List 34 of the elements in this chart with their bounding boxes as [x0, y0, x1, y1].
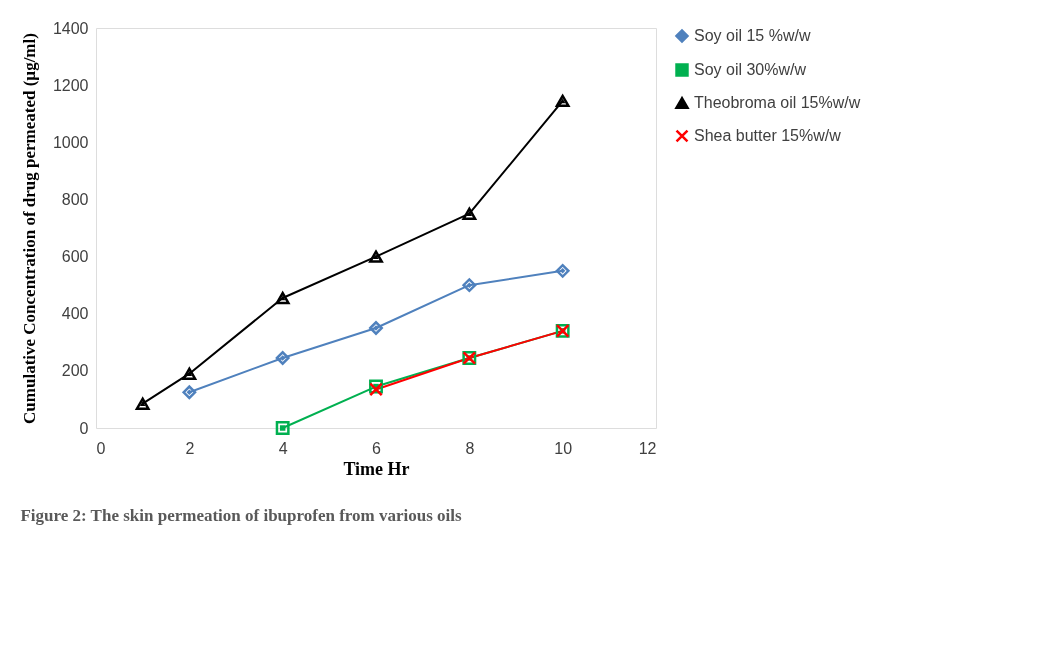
y-tick-label: 1400 — [52, 19, 89, 37]
legend-label: Soy oil 30%w/w — [694, 61, 807, 78]
point — [462, 207, 477, 220]
x-tick-label: 2 — [185, 439, 195, 457]
y-tick-label: 800 — [61, 190, 89, 208]
point — [369, 250, 383, 263]
x-tick-label: 0 — [96, 439, 106, 457]
point — [135, 397, 150, 410]
caption: Figure 2: The skin permeation of ibuprofen from various oils — [20, 506, 463, 525]
y-tick-label: 400 — [61, 305, 89, 323]
point — [182, 385, 197, 400]
legend-label: Theobroma oil 15%w/w — [694, 94, 861, 111]
x-tick-label: 12 — [638, 439, 657, 457]
point — [555, 263, 570, 278]
point — [555, 94, 570, 108]
x-tick-label: 10 — [554, 439, 573, 457]
point — [182, 367, 197, 380]
legend-label: Soy oil 15 %w/w — [694, 27, 811, 44]
x-tick-label: 4 — [278, 439, 288, 457]
x-axis-title: Time Hr — [343, 458, 410, 479]
x-tick-label: 8 — [465, 439, 475, 457]
y-tick-label: 200 — [61, 362, 89, 380]
y-tick-label: 1200 — [52, 76, 89, 94]
y-tick-label: 600 — [61, 248, 89, 266]
legend-label: Shea butter 15%w/w — [694, 127, 842, 144]
point — [275, 351, 290, 365]
y-tick-label: 0 — [79, 419, 89, 437]
point — [275, 421, 290, 435]
point — [462, 278, 477, 293]
x-tick-label: 6 — [372, 439, 382, 457]
y-axis-title: Cumulative Concentration of drug permeated (µg/ml) — [19, 33, 39, 424]
point — [275, 291, 290, 305]
y-tick-label: 1000 — [52, 133, 89, 151]
point — [369, 321, 383, 335]
